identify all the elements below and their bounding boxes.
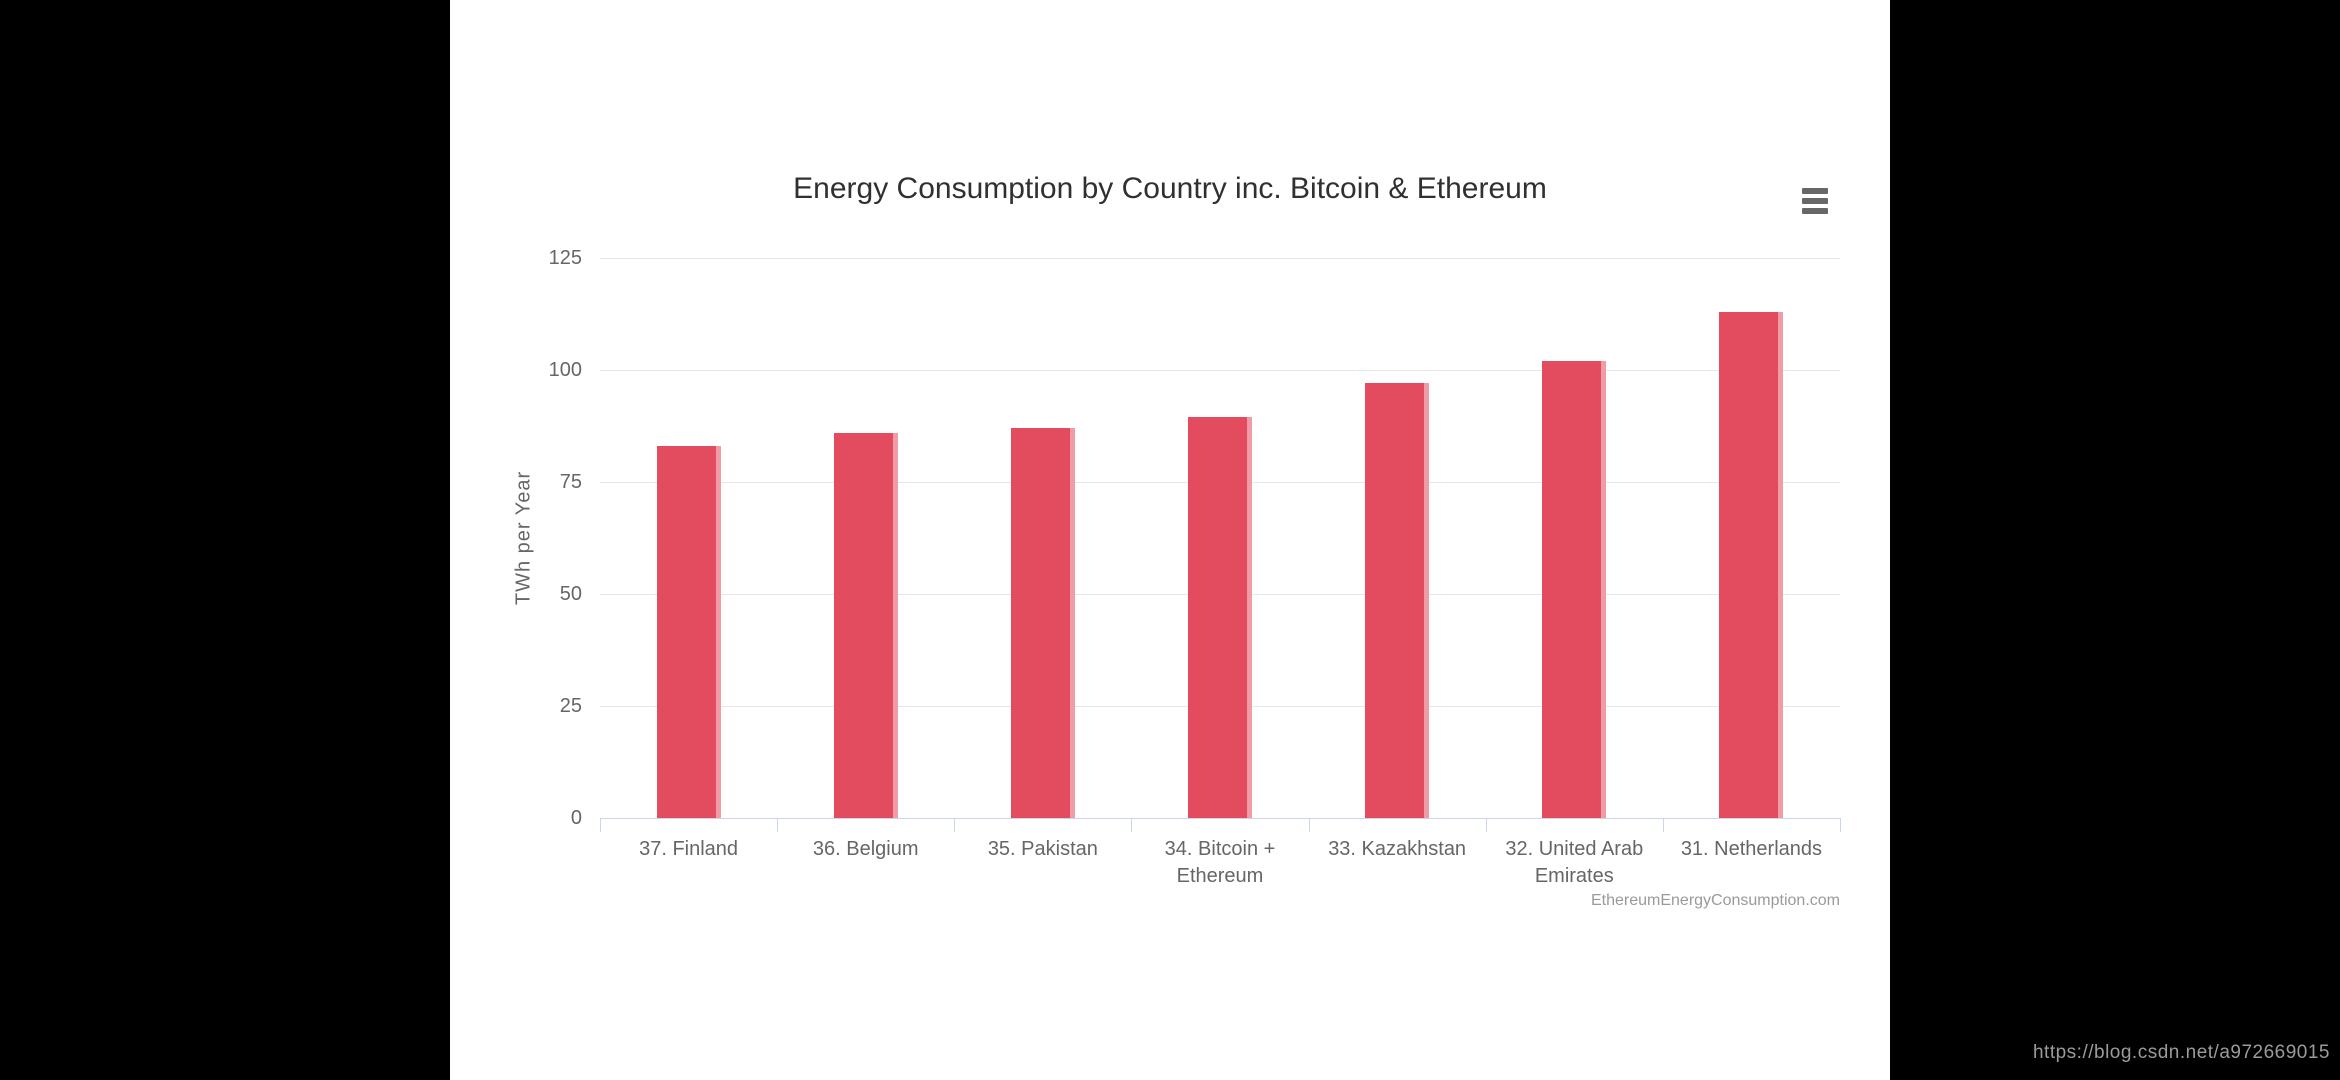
x-tick-label: 35. Pakistan bbox=[987, 838, 1098, 860]
x-tick-label: 32. United Arab Emirates bbox=[1505, 838, 1644, 887]
y-tick-label: 75 bbox=[559, 471, 582, 493]
x-axis-tick bbox=[600, 818, 601, 832]
x-axis-tick bbox=[1308, 818, 1310, 832]
y-tick-label: 100 bbox=[548, 359, 582, 381]
credits-label: EthereumEnergyConsumption.com bbox=[1590, 892, 1840, 909]
bar-2[interactable] bbox=[833, 432, 898, 818]
x-tick-label: 36. Belgium bbox=[812, 838, 919, 860]
y-axis-labels: 0 25 50 75 100 125 bbox=[450, 247, 582, 829]
bar-4[interactable] bbox=[1188, 417, 1252, 818]
x-tick-label: 33. Kazakhstan bbox=[1328, 838, 1467, 860]
gridline bbox=[600, 370, 1840, 371]
csdn-watermark: https://blog.csdn.net/a972669015 bbox=[2032, 1042, 2330, 1063]
hamburger-menu-icon bbox=[1802, 208, 1828, 214]
y-tick-label: 25 bbox=[559, 695, 582, 717]
bar-7[interactable] bbox=[1719, 311, 1784, 818]
chart-title: Energy Consumption by Country inc. Bitco… bbox=[793, 172, 1547, 205]
x-axis-tick bbox=[1131, 818, 1133, 832]
y-tick-label: 125 bbox=[548, 247, 582, 269]
bar-3[interactable] bbox=[1010, 428, 1075, 818]
gridline bbox=[600, 258, 1840, 259]
plot-area bbox=[600, 258, 1841, 832]
x-axis-tick bbox=[1485, 818, 1487, 832]
chart-panel: Energy Consumption by Country inc. Bitco… bbox=[450, 0, 1890, 1080]
bar-6[interactable] bbox=[1542, 361, 1607, 818]
x-tick-label: 31. Netherlands bbox=[1680, 838, 1823, 860]
bar-1[interactable] bbox=[656, 446, 721, 818]
x-axis-labels: 37. Finland 36. Belgium 35. Pakistan 34. Bi… bbox=[600, 836, 1840, 890]
x-axis-tick bbox=[954, 818, 956, 832]
y-tick-label: 50 bbox=[559, 583, 582, 605]
x-axis-tick bbox=[1662, 818, 1664, 832]
x-axis-tick bbox=[1840, 818, 1841, 832]
x-axis-tick bbox=[777, 818, 779, 832]
y-tick-label: 0 bbox=[570, 807, 582, 829]
hamburger-menu-icon bbox=[1802, 188, 1828, 194]
x-tick-label: 37. Finland bbox=[639, 838, 739, 860]
bar-5[interactable] bbox=[1365, 383, 1430, 818]
export-menu-button[interactable] bbox=[1800, 184, 1834, 218]
x-tick-label: 34. Bitcoin + Ethereum bbox=[1164, 838, 1276, 887]
hamburger-menu-icon bbox=[1802, 198, 1828, 204]
